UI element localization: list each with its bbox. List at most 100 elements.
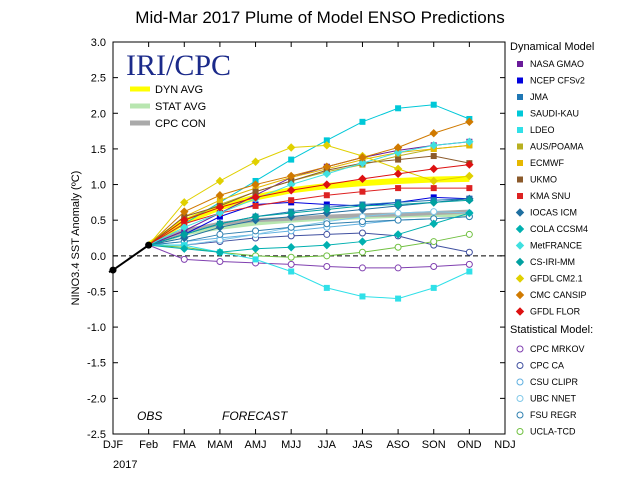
legend-marker <box>517 94 523 100</box>
data-point <box>394 216 402 224</box>
data-point <box>180 255 188 263</box>
data-point <box>465 230 473 238</box>
statistical-series-1 <box>148 244 473 272</box>
legend-marker <box>515 290 525 300</box>
data-point <box>393 148 403 157</box>
legend-label: KMA SNU <box>530 191 571 201</box>
data-point <box>322 240 332 250</box>
dynamical-line <box>148 144 470 246</box>
legend-label: NCEP CFSv2 <box>530 76 585 86</box>
legend-label: SAUDI-KAU <box>530 109 579 119</box>
legend-marker <box>515 274 525 283</box>
dynamical-line <box>148 144 470 246</box>
data-point <box>394 243 402 251</box>
legend-label: CS-IRI-MM <box>530 257 575 267</box>
y-tick-label: -1.5 <box>87 358 106 370</box>
legend-label: NASA GMAO <box>530 59 584 69</box>
legend-marker <box>517 110 523 117</box>
data-point <box>359 188 366 195</box>
data-point <box>430 263 438 271</box>
dynamical-line <box>148 244 470 300</box>
data-point <box>215 176 225 186</box>
data-point <box>465 208 474 218</box>
data-point <box>465 117 474 127</box>
average-line-1 <box>146 175 470 248</box>
data-point <box>393 169 403 179</box>
statistical-line <box>148 233 470 258</box>
data-point <box>286 143 296 152</box>
data-point <box>429 176 438 186</box>
legend-marker <box>517 193 523 199</box>
legend-label: CPC CA <box>530 361 564 371</box>
data-point <box>286 243 296 252</box>
statistical-line <box>148 216 470 246</box>
dynamical-line <box>148 104 470 246</box>
data-point <box>395 295 402 302</box>
y-tick-label: -2.5 <box>87 429 106 441</box>
legend-marker <box>516 345 524 353</box>
dynamical-series-15 <box>148 117 474 246</box>
x-tick-label: ASO <box>386 439 410 451</box>
data-point <box>393 200 403 209</box>
data-point <box>252 202 259 209</box>
data-point <box>322 162 332 171</box>
data-point <box>252 256 259 263</box>
data-point <box>288 156 295 163</box>
dynamical-line <box>148 141 470 246</box>
y-tick-label: 2.5 <box>91 73 106 85</box>
data-point <box>430 101 437 108</box>
data-point <box>251 244 260 253</box>
data-point <box>465 171 474 181</box>
legend-label: JMA <box>530 92 548 102</box>
data-point <box>251 157 260 166</box>
data-point <box>288 197 295 204</box>
data-point <box>429 198 438 207</box>
data-point <box>215 208 225 218</box>
legend-label: CPC MRKOV <box>530 344 585 354</box>
y-tick-label: 2.0 <box>91 108 106 120</box>
data-point <box>465 196 474 205</box>
chart-title: Mid-Mar 2017 Plume of Model ENSO Predict… <box>135 8 505 27</box>
data-point <box>430 153 437 160</box>
statistical-line <box>148 211 470 246</box>
data-point <box>322 141 332 150</box>
data-point <box>395 185 402 192</box>
data-point <box>323 252 331 260</box>
data-point <box>323 263 331 271</box>
data-point <box>430 238 438 246</box>
legend-label: MetFRANCE <box>530 241 582 251</box>
dynamical-series-11 <box>148 208 474 257</box>
data-point <box>252 227 260 235</box>
data-point <box>216 236 224 244</box>
data-point <box>180 207 189 216</box>
data-point <box>286 186 296 195</box>
dynamical-line <box>148 141 470 246</box>
y-tick-label: -1.0 <box>87 322 106 334</box>
legend-dyn-avg: DYN AVG <box>155 84 203 96</box>
statistical-line <box>148 244 470 269</box>
data-point <box>180 215 189 225</box>
x-tick-label: OND <box>457 439 482 451</box>
x-tick-label: FMA <box>173 439 197 451</box>
legend-label: LDEO <box>530 125 555 135</box>
data-point <box>251 193 260 202</box>
x-tick-label: MAM <box>207 439 233 451</box>
legend-marker <box>517 160 523 166</box>
legend-label: AUS/POAMA <box>530 142 584 152</box>
x-tick-label: Feb <box>139 439 158 451</box>
dynamical-line <box>148 199 470 246</box>
y-axis-label: NINO3.4 SST Anomaly (ºC) <box>70 171 82 306</box>
data-point <box>429 164 438 174</box>
data-point <box>322 180 332 189</box>
data-point <box>287 260 295 268</box>
data-point <box>394 209 402 217</box>
dynamical-series-12 <box>148 137 474 246</box>
data-point <box>286 171 296 181</box>
data-point <box>323 230 331 238</box>
observed-point <box>145 241 153 249</box>
data-point <box>215 248 225 257</box>
data-point <box>466 268 473 275</box>
data-point <box>429 129 438 138</box>
data-point <box>323 220 331 228</box>
